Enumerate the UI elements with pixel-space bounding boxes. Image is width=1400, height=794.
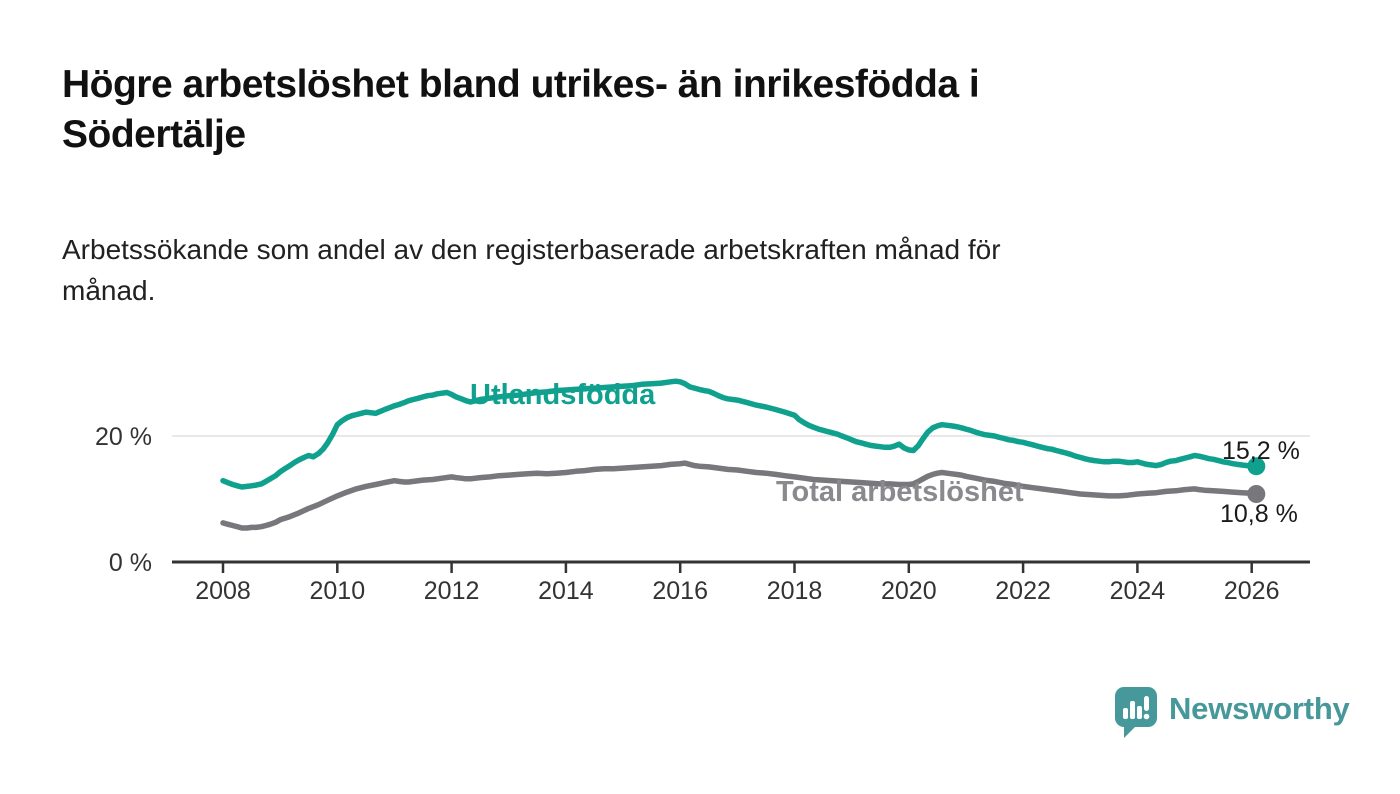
series-label-utlandsfodda: Utlandsfödda: [470, 379, 656, 411]
newsworthy-logo-icon: [1115, 687, 1157, 738]
newsworthy-logo-text: Newsworthy: [1169, 691, 1350, 726]
logo-bar-3: [1137, 706, 1142, 719]
x-tick-label: 2018: [767, 577, 823, 605]
y-tick-label: 0 %: [109, 549, 152, 577]
chart-subtitle-line-2: månad.: [62, 275, 156, 306]
x-tick-label: 2012: [424, 577, 480, 605]
chart-title: Högre arbetslöshet bland utrikes- än inr…: [62, 60, 1332, 160]
series-end-dot-utlandsfodda: [1247, 457, 1266, 476]
x-tick-label: 2024: [1110, 577, 1166, 605]
end-value-label-total: 10,8 %: [1220, 500, 1298, 528]
chart-subtitle-line-1: Arbetssökande som andel av den registerb…: [62, 234, 1001, 265]
logo-bar-2: [1130, 701, 1135, 719]
logo-speech-bubble: [1115, 687, 1157, 738]
end-value-label-utlandsfodda: 15,2 %: [1222, 437, 1300, 465]
x-tick-label: 2014: [538, 577, 594, 605]
x-tick-label: 2008: [195, 577, 251, 605]
x-tick-label: 2020: [881, 577, 937, 605]
y-tick-label: 20 %: [95, 423, 152, 451]
chart-title-line-2: Södertälje: [62, 113, 246, 156]
series-line-utlandsfodda: [220, 378, 1260, 490]
logo-exclamation-stem: [1144, 696, 1149, 711]
chart-title-line-1: Högre arbetslöshet bland utrikes- än inr…: [62, 63, 980, 106]
series-label-total: Total arbetslöshet: [776, 476, 1024, 508]
series-line-total: [220, 460, 1260, 531]
x-tick-label: 2026: [1224, 577, 1280, 605]
logo-exclamation-dot: [1143, 713, 1150, 720]
x-tick-label: 2022: [995, 577, 1051, 605]
newsworthy-logo: Newsworthy: [1114, 686, 1350, 739]
series-end-dot-total: [1247, 485, 1266, 503]
logo-bar-1: [1123, 708, 1128, 719]
x-tick-label: 2010: [309, 577, 365, 605]
chart-subtitle: Arbetssökande som andel av den registerb…: [62, 229, 1292, 311]
x-tick-label: 2016: [652, 577, 708, 605]
